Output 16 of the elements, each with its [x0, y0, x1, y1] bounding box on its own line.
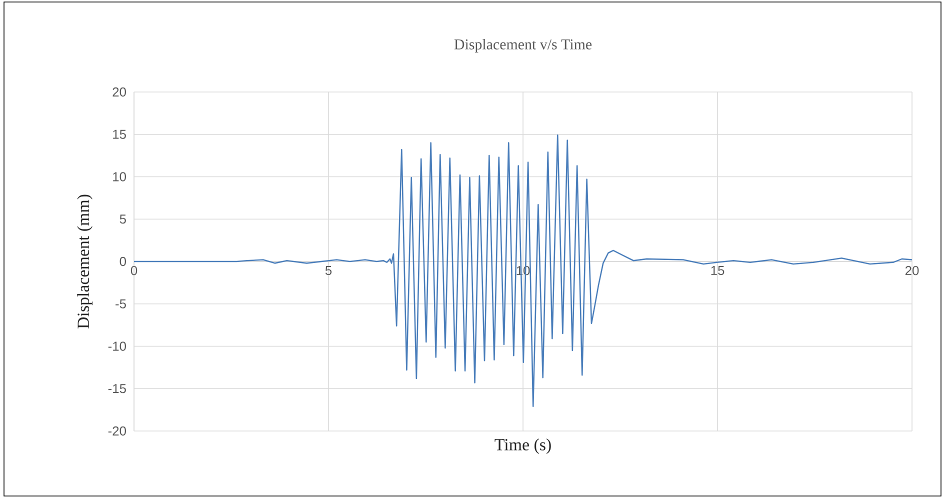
y-tick-label: -15 [108, 384, 126, 394]
y-tick-label: -5 [116, 299, 126, 308]
x-tick-label: 0 [130, 266, 138, 276]
y-tick-label: 20 [112, 87, 126, 97]
y-tick-label: -20 [108, 426, 126, 436]
y-tick-label: 10 [113, 172, 126, 182]
y-tick-label: 15 [113, 130, 126, 139]
x-tick-label: 20 [905, 266, 919, 276]
y-tick-label: 5 [120, 214, 126, 224]
y-tick-label: 0 [120, 256, 126, 266]
x-axis-title: Time (s) [494, 438, 551, 454]
x-tick-label: 15 [711, 266, 724, 276]
y-tick-label: -10 [108, 342, 126, 351]
y-axis-title: Displacement (mm) [77, 194, 92, 328]
x-tick-label: 5 [325, 266, 332, 276]
chart-title: Displacement v/s Time [454, 38, 592, 52]
